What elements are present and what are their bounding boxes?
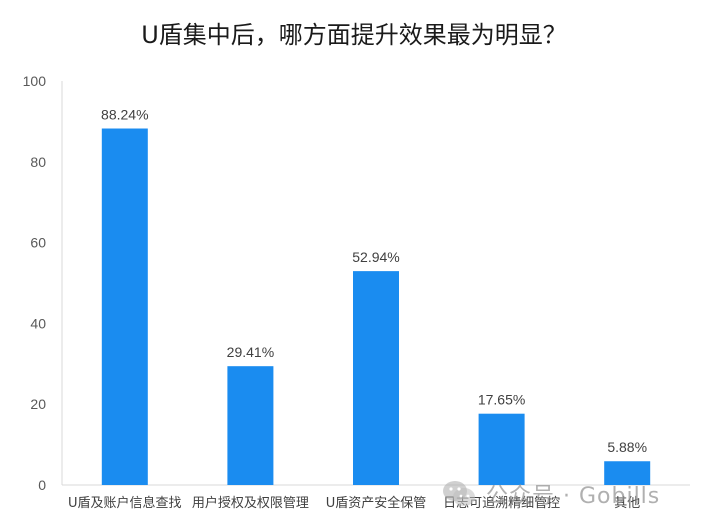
bar-data-label: 29.41% [227,344,274,360]
x-tick-label: U盾及账户信息查找 [68,495,182,511]
y-tick-label: 80 [30,154,46,170]
y-axis-ticks: 0 20 40 60 80 100 [23,73,47,493]
chart-title: U盾集中后，哪方面提升效果最为明显？ [141,21,567,49]
bar [101,128,148,485]
x-tick-label: 日志可追溯精细管控 [443,495,560,511]
bar-data-label: 88.24% [101,107,148,123]
bar-data-label: 52.94% [352,249,399,265]
bars-group [101,128,651,485]
bar-data-label: 17.65% [478,392,525,408]
y-tick-label: 40 [30,315,46,331]
bar [227,366,274,485]
x-tick-label: U盾资产安全保管 [326,495,427,511]
bar-data-label: 5.88% [607,439,647,455]
x-tick-label: 用户授权及权限管理 [192,495,309,511]
y-tick-label: 20 [30,396,46,412]
y-tick-label: 100 [23,73,47,89]
bar [604,461,651,485]
data-labels-group: 88.24% 29.41% 52.94% 17.65% 5.88% [101,107,647,456]
x-axis-labels: U盾及账户信息查找 用户授权及权限管理 U盾资产安全保管 日志可追溯精细管控 其他 [68,495,640,511]
y-tick-label: 60 [30,235,46,251]
y-tick-label: 0 [38,477,46,493]
x-tick-label: 其他 [614,496,640,511]
bar [478,413,525,485]
bar [353,271,399,485]
